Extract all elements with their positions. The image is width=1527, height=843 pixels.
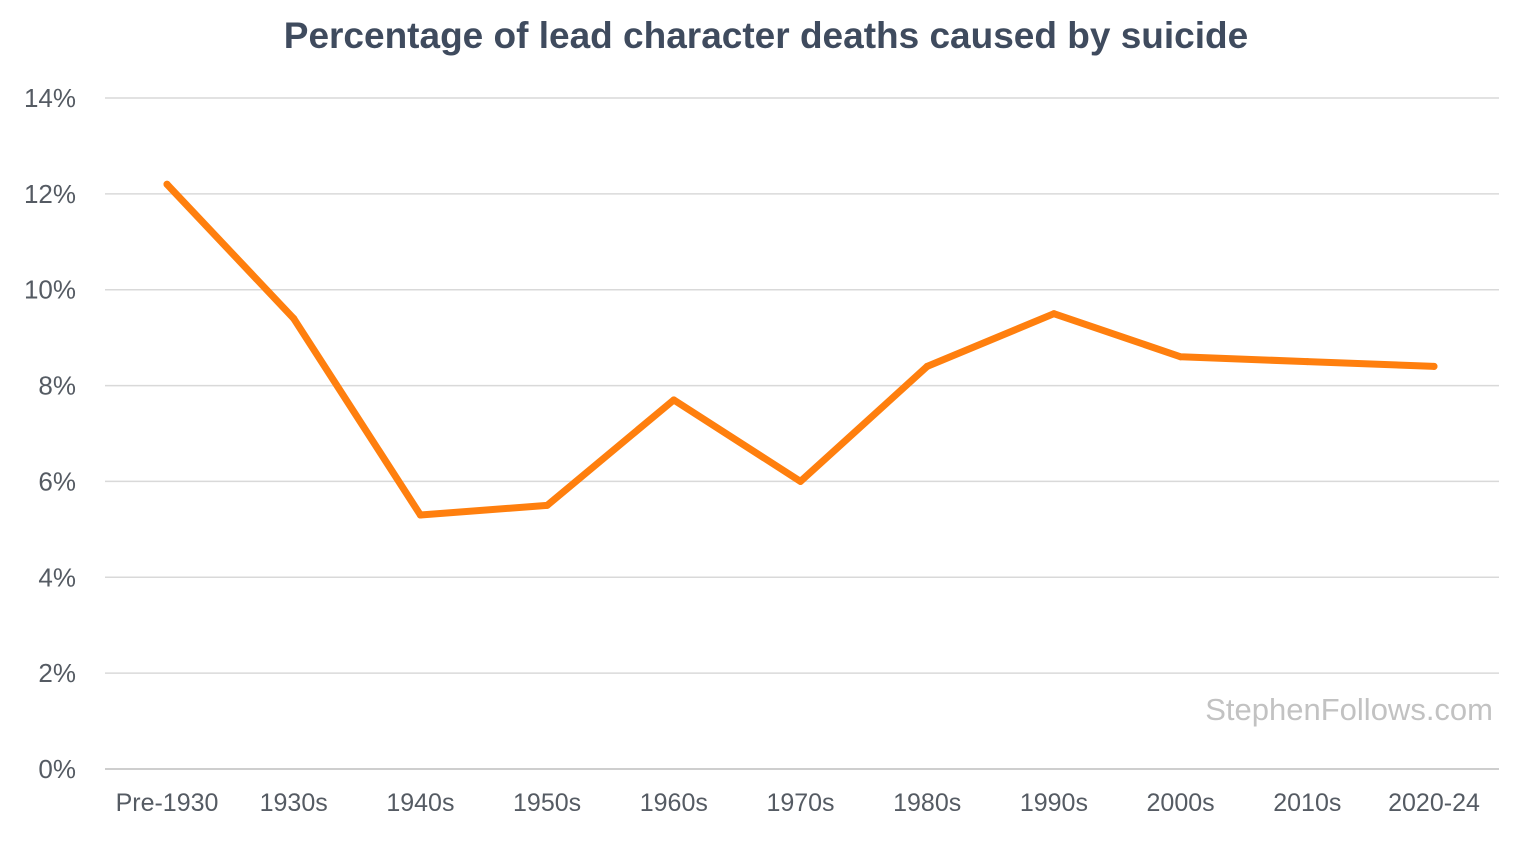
data-point bbox=[1050, 310, 1058, 318]
chart-title: Percentage of lead character deaths caus… bbox=[284, 15, 1248, 56]
series-lines bbox=[163, 180, 1438, 519]
series-line bbox=[163, 180, 1438, 519]
gridlines bbox=[105, 97, 1499, 770]
data-point bbox=[797, 477, 804, 485]
data-point bbox=[1303, 358, 1311, 366]
x-tick-label: 1990s bbox=[1020, 789, 1088, 817]
data-point bbox=[416, 511, 424, 519]
y-tick-label: 6% bbox=[38, 466, 76, 496]
data-point bbox=[543, 501, 551, 509]
x-tick-label: 1930s bbox=[260, 789, 328, 817]
x-tick-label: 1970s bbox=[766, 789, 834, 817]
y-tick-label: 2% bbox=[38, 658, 76, 688]
data-point bbox=[163, 180, 171, 188]
data-point bbox=[670, 396, 678, 404]
x-axis-ticks: Pre-1930 1930s 1940s 1950s 1960s 1970s 1980s 19… bbox=[116, 789, 1480, 817]
y-tick-label: 12% bbox=[24, 179, 76, 209]
data-point bbox=[290, 314, 298, 322]
data-point bbox=[1177, 353, 1185, 361]
y-tick-label: 14% bbox=[24, 83, 76, 113]
x-tick-label: 1960s bbox=[640, 789, 708, 817]
y-tick-label: 10% bbox=[24, 275, 76, 305]
x-tick-label: 2000s bbox=[1147, 789, 1215, 817]
y-axis-ticks: 0% 2% 4% 6% 8% 10% 12% 14% bbox=[24, 83, 76, 784]
y-tick-label: 0% bbox=[38, 754, 76, 784]
data-point bbox=[923, 362, 931, 370]
data-point bbox=[1430, 362, 1438, 370]
x-tick-label: 2010s bbox=[1273, 789, 1341, 817]
y-tick-label: 4% bbox=[38, 562, 76, 592]
y-tick-label: 8% bbox=[38, 371, 76, 401]
watermark: StephenFollows.com bbox=[1205, 692, 1493, 727]
x-tick-label: Pre-1930 bbox=[116, 789, 219, 817]
x-tick-label: 1950s bbox=[513, 789, 581, 817]
x-tick-label: 1980s bbox=[893, 789, 961, 817]
x-tick-label: 1940s bbox=[386, 789, 454, 817]
x-tick-label: 2020-24 bbox=[1388, 789, 1480, 817]
